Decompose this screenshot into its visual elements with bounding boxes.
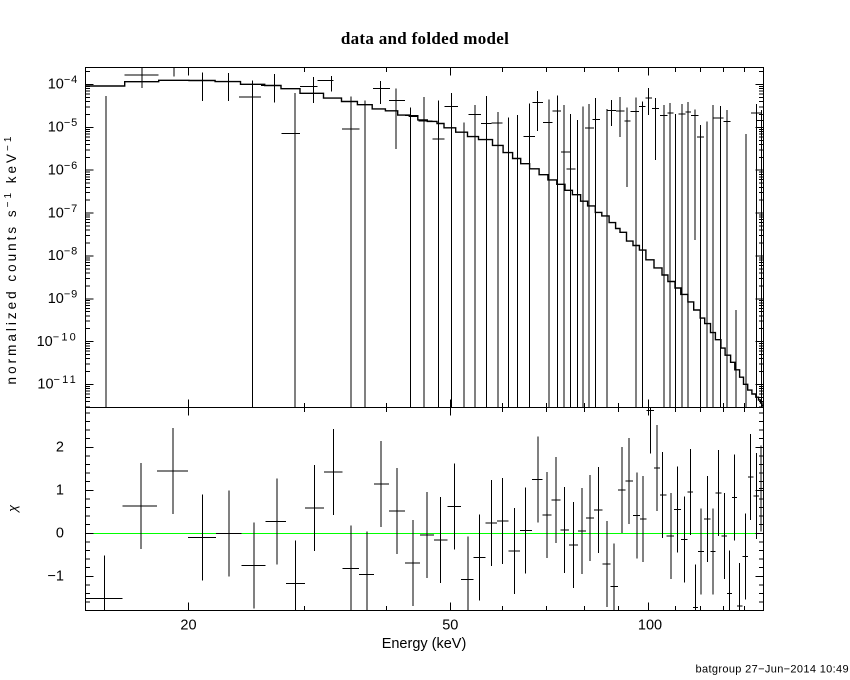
svg-text:normalized counts s−1 keV−1: normalized counts s−1 keV−1 (3, 134, 19, 385)
svg-text:100: 100 (638, 618, 662, 634)
svg-text:1: 1 (56, 483, 64, 499)
svg-text:χ: χ (5, 504, 20, 513)
svg-text:50: 50 (442, 618, 458, 634)
svg-text:2: 2 (56, 440, 64, 456)
svg-text:0: 0 (56, 526, 64, 542)
svg-text:−1: −1 (47, 569, 64, 585)
svg-text:Energy (keV): Energy (keV) (382, 636, 467, 652)
svg-text:batgroup 27−Jun−2014 10:49: batgroup 27−Jun−2014 10:49 (696, 664, 849, 676)
svg-text:data and folded model: data and folded model (341, 29, 509, 48)
svg-text:20: 20 (180, 618, 196, 634)
